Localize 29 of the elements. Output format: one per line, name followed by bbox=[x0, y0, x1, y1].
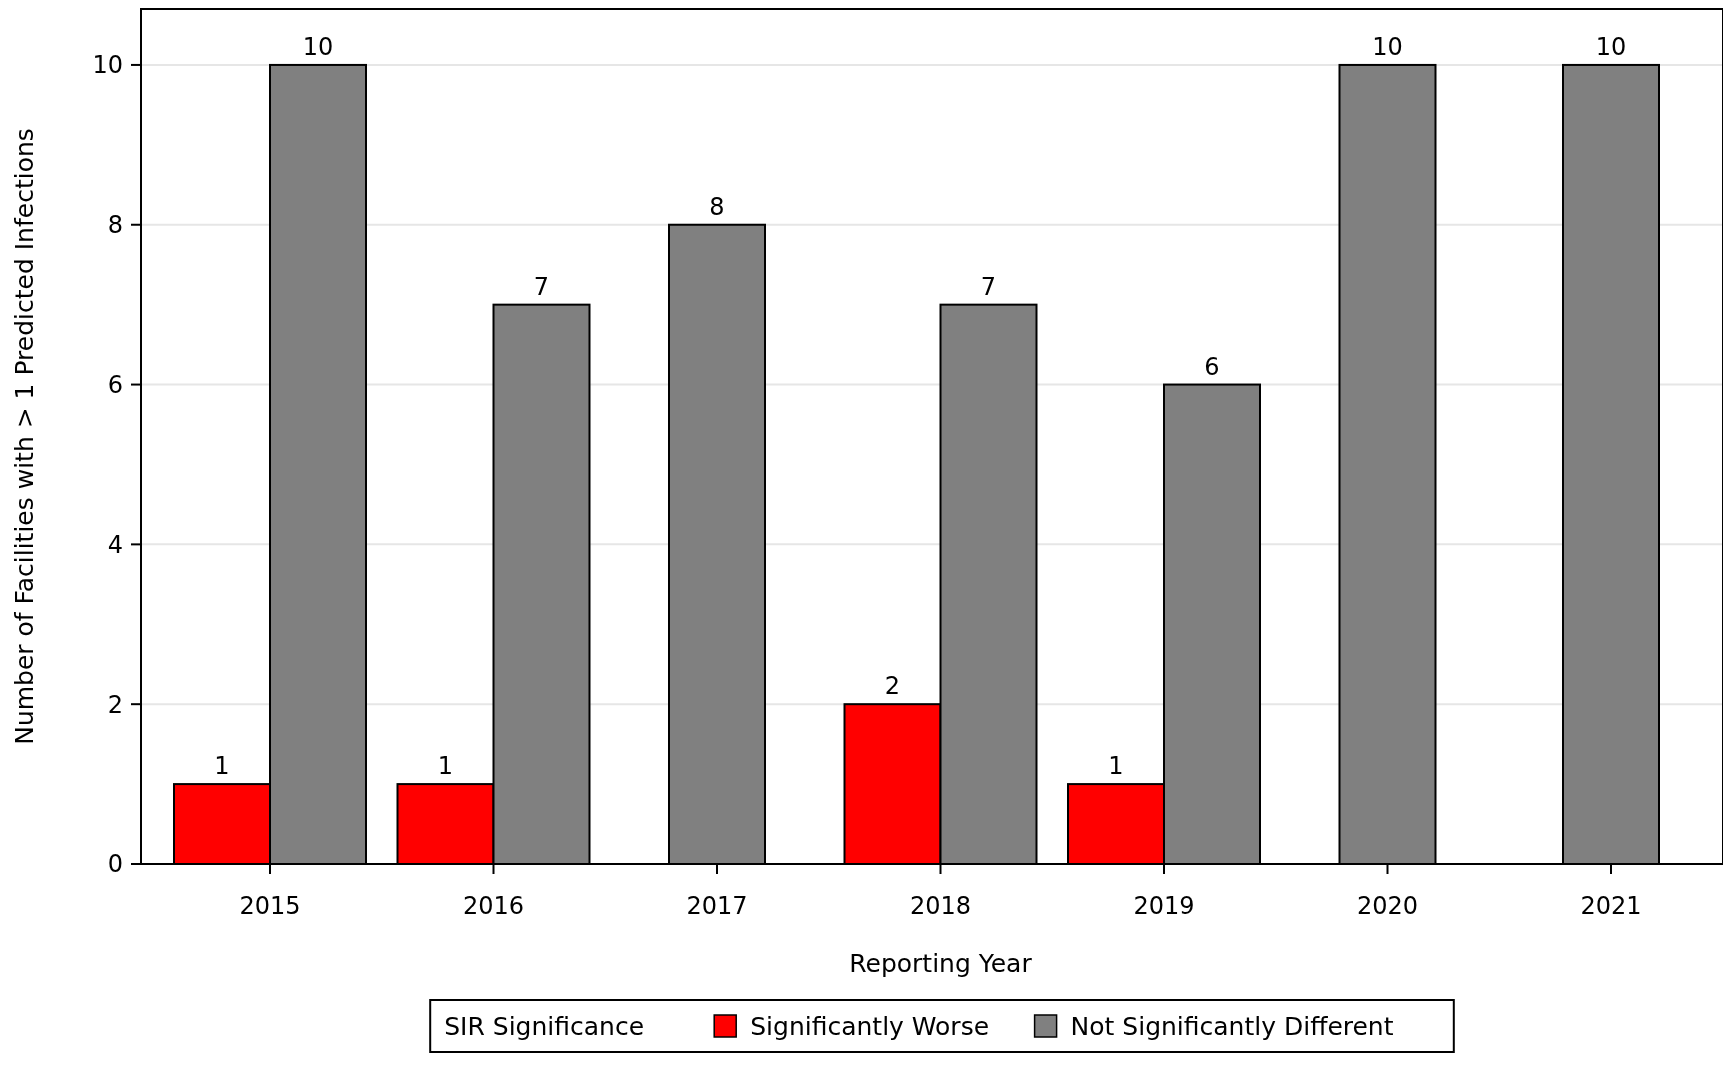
data-label: 1 bbox=[437, 752, 454, 781]
y-tick-label: 6 bbox=[107, 370, 123, 399]
x-tick-label: 2018 bbox=[909, 892, 972, 920]
data-label: 10 bbox=[1372, 32, 1403, 61]
data-label: 1 bbox=[1108, 752, 1124, 781]
x-tick-label: 2016 bbox=[462, 892, 525, 920]
y-tick-label: 4 bbox=[107, 530, 123, 559]
data-label: 8 bbox=[709, 192, 725, 221]
data-label: 10 bbox=[302, 32, 334, 61]
y-tick-label: 10 bbox=[92, 51, 123, 80]
y-axis-title: Number of Facilities with > 1 Predicted Infections bbox=[10, 128, 39, 745]
legend-label: Not Significantly Different bbox=[1070, 1012, 1394, 1041]
x-tick-label: 2015 bbox=[239, 892, 301, 920]
data-label: 2 bbox=[884, 672, 901, 701]
data-label: 7 bbox=[533, 272, 550, 301]
x-tick-label: 2020 bbox=[1356, 892, 1419, 920]
y-tick-label: 2 bbox=[107, 690, 123, 719]
x-tick-label: 2017 bbox=[686, 892, 748, 920]
y-tick-label: 0 bbox=[107, 850, 123, 879]
x-axis-title: Reporting Year bbox=[849, 949, 1033, 978]
legend-title: SIR Significance bbox=[444, 1012, 645, 1041]
data-label: 1 bbox=[214, 752, 230, 781]
data-label: 7 bbox=[980, 272, 997, 301]
y-tick-label: 8 bbox=[107, 211, 123, 240]
x-tick-label: 2021 bbox=[1580, 892, 1642, 920]
data-label: 10 bbox=[1595, 32, 1627, 61]
data-label: 6 bbox=[1204, 352, 1220, 381]
x-tick-label: 2019 bbox=[1133, 892, 1195, 920]
legend-label: Significantly Worse bbox=[750, 1012, 990, 1041]
